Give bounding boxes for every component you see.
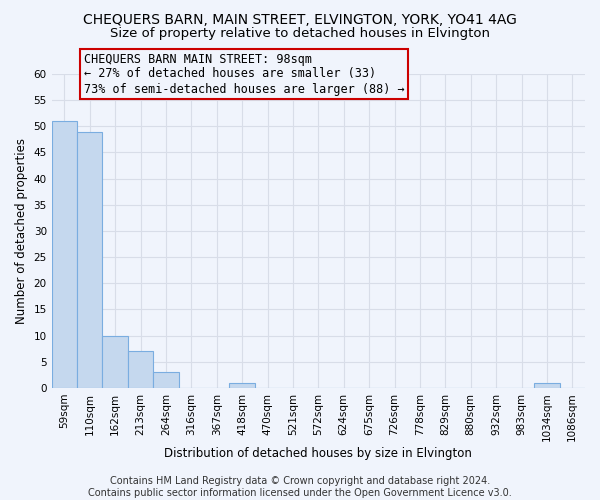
Bar — [103, 336, 128, 388]
Text: CHEQUERS BARN MAIN STREET: 98sqm
← 27% of detached houses are smaller (33)
73% o: CHEQUERS BARN MAIN STREET: 98sqm ← 27% o… — [84, 52, 404, 96]
Text: CHEQUERS BARN, MAIN STREET, ELVINGTON, YORK, YO41 4AG: CHEQUERS BARN, MAIN STREET, ELVINGTON, Y… — [83, 12, 517, 26]
X-axis label: Distribution of detached houses by size in Elvington: Distribution of detached houses by size … — [164, 447, 472, 460]
Bar — [229, 382, 255, 388]
Bar — [128, 352, 153, 388]
Text: Size of property relative to detached houses in Elvington: Size of property relative to detached ho… — [110, 28, 490, 40]
Bar — [77, 132, 103, 388]
Text: Contains HM Land Registry data © Crown copyright and database right 2024.
Contai: Contains HM Land Registry data © Crown c… — [88, 476, 512, 498]
Bar — [52, 121, 77, 388]
Y-axis label: Number of detached properties: Number of detached properties — [15, 138, 28, 324]
Bar — [153, 372, 179, 388]
Bar — [534, 382, 560, 388]
